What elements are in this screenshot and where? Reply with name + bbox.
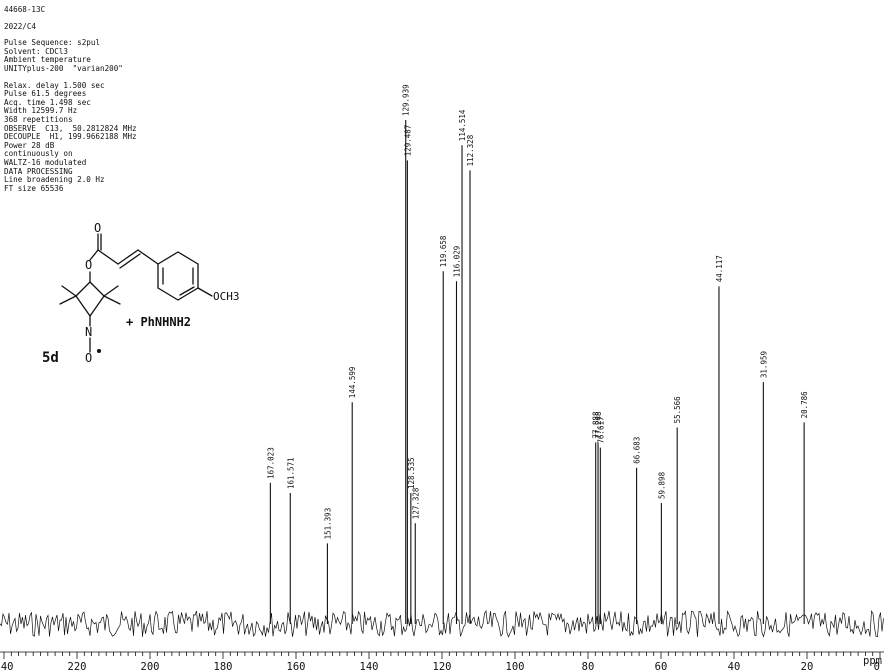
peak-label: 66.683: [633, 437, 642, 464]
carbonyl-oxygen-atom: O: [94, 221, 101, 235]
x-tick-label: 20: [801, 661, 814, 672]
peak-label: 144.599: [348, 367, 357, 399]
continuous-mode: continuously on: [4, 149, 73, 159]
x-tick-label: 100: [506, 661, 525, 672]
peak-label: 129.939: [402, 84, 411, 116]
methoxy-group: OCH3: [213, 290, 240, 303]
sweep-width: Width 12599.7 Hz: [4, 106, 78, 116]
peak-label: 114.514: [458, 109, 467, 141]
repetitions: 368 repetitions: [4, 114, 73, 124]
peak-label: 31.959: [759, 351, 768, 378]
reagent-label: + PhNHNH2: [126, 315, 191, 329]
x-tick-label: 180: [214, 661, 233, 672]
peak-label: 129.487: [403, 125, 412, 157]
pulse-sequence: Pulse Sequence: s2pul: [4, 38, 101, 48]
radical-dot-icon: [97, 349, 101, 353]
peak-label: 20.786: [800, 391, 809, 419]
sample-name: 2022/C4: [4, 21, 37, 31]
peak-label: 127.328: [411, 487, 420, 519]
peak-label: 161.571: [286, 457, 295, 489]
x-tick-label: 200: [141, 661, 160, 672]
sample-id: 44668-13C: [4, 5, 46, 14]
x-tick-label: 160: [287, 661, 306, 672]
instrument: UNITYplus-200 "varian200": [4, 63, 123, 73]
solvent: Solvent: CDCl3: [4, 46, 69, 56]
x-tick-label: 80: [582, 661, 595, 672]
peak-label: 77.888: [592, 411, 601, 439]
nitroxide-oxygen-atom: O: [85, 351, 92, 365]
peak-label: 44.117: [715, 255, 724, 282]
peak-label: 167.023: [266, 447, 275, 479]
peak-label: 59.898: [657, 471, 666, 499]
relax-delay: Relax. delay 1.500 sec: [4, 80, 105, 90]
x-tick-label: 240: [0, 661, 13, 672]
x-tick-label: 220: [68, 661, 87, 672]
temperature: Ambient temperature: [4, 55, 91, 65]
line-broadening: Line broadening 2.0 Hz: [4, 175, 105, 185]
nitrogen-atom: N: [85, 325, 92, 339]
molecule-structure: O O N O OCH3 + PhNHNH2 5d: [42, 221, 240, 366]
x-tick-label: 40: [728, 661, 741, 672]
data-processing: DATA PROCESSING: [4, 166, 73, 176]
peak-label: 55.566: [673, 396, 682, 424]
x-axis-unit: ppm: [863, 655, 882, 667]
peak-label: 128.535: [407, 457, 416, 489]
x-tick-label: 120: [433, 661, 452, 672]
x-tick-label: 0: [874, 661, 880, 672]
compound-label: 5d: [42, 350, 59, 366]
peak-label: 76.617: [596, 417, 605, 444]
peak-label: 77.248: [594, 411, 603, 439]
spectrum-peaks: 167.023 161.571 151.393 144.599 129.939 129.4…: [266, 84, 809, 624]
peak-label: 116.029: [453, 246, 462, 278]
peak-label: 119.658: [439, 235, 448, 267]
x-tick-label: 140: [360, 661, 379, 672]
acq-time: Acq. time 1.498 sec: [4, 97, 91, 107]
peak-label: 151.393: [323, 508, 332, 540]
ft-size: FT size 65536: [4, 183, 64, 193]
peak-label: 112.328: [466, 134, 475, 166]
spectrum-baseline: [0, 609, 884, 638]
observe-nucleus: OBSERVE C13, 50.2812824 MHz: [4, 123, 137, 133]
ester-oxygen-atom: O: [85, 258, 92, 272]
decouple-nucleus: DECOUPLE H1, 199.9662188 MHz: [4, 132, 137, 142]
waltz-modulation: WALTZ-16 modulated: [4, 157, 87, 167]
x-tick-label: 60: [655, 661, 668, 672]
power: Power 28 dB: [4, 140, 55, 150]
acquisition-parameters: 44668-13C 2022/C4 Pulse Sequence: s2pul …: [4, 5, 204, 193]
x-axis: 240220200180160140120100806040200ppm: [0, 651, 884, 672]
pulse-angle: Pulse 61.5 degrees: [4, 89, 87, 99]
